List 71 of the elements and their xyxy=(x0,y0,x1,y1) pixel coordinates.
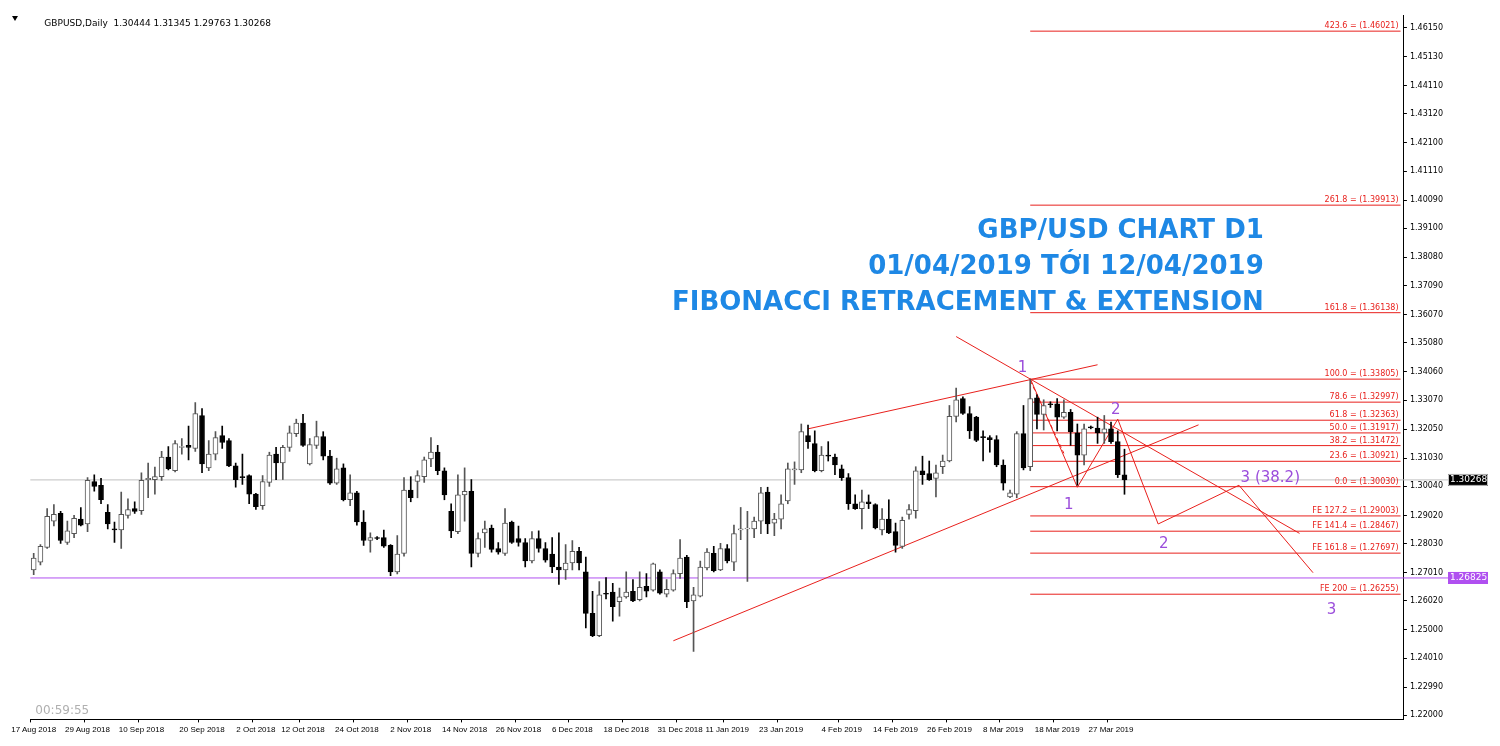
x-tick-label: 18 Mar 2019 xyxy=(1034,725,1081,735)
y-tick-label: 1.42100 xyxy=(1409,137,1444,147)
series-label: 61.8 = (1.32363) xyxy=(1329,410,1399,420)
annotation: GBPUSD,Daily 1.30444 1.31345 1.29763 1.30268 xyxy=(44,17,272,28)
series-label: FE 200 = (1.26255) xyxy=(1319,584,1399,594)
y-tick-label: 1.30040 xyxy=(1409,481,1444,491)
series-label: FE 127.2 = (1.29003) xyxy=(1312,506,1399,515)
y-tick-label: 1.35080 xyxy=(1409,337,1444,347)
x-tick-label: 2 Oct 2018 xyxy=(236,725,276,735)
annotation: 2 xyxy=(1159,534,1169,553)
x-tick-label: 31 Dec 2018 xyxy=(657,725,704,735)
annotation: 1 xyxy=(1017,358,1028,377)
series-label: FE 161.8 = (1.27697) xyxy=(1312,543,1399,553)
y-tick-label: 1.39100 xyxy=(1409,223,1444,233)
series-label: 0.0 = (1.30030) xyxy=(1334,476,1399,486)
ref-line-label: 1.30268 xyxy=(1450,474,1488,485)
annotation: 2 xyxy=(1111,400,1121,419)
y-tick-label: 1.43120 xyxy=(1409,108,1444,118)
y-tick-label: 1.24010 xyxy=(1409,653,1444,663)
x-tick-label: 27 Mar 2019 xyxy=(1088,725,1135,735)
series-label: 38.2 = (1.31472) xyxy=(1329,435,1399,445)
text: GBP/USD CHART D1 01/04/2019 TỚI 12/04/2019 FIBONACCI RETRACEMENT & EXTENSION xyxy=(671,213,1264,316)
x-tick-label: 24 Oct 2018 xyxy=(335,725,380,735)
x-tick-label: 14 Nov 2018 xyxy=(441,725,488,735)
y-tick-label: 1.40090 xyxy=(1409,195,1444,205)
series-label: 100.0 = (1.33805) xyxy=(1324,369,1399,379)
x-tick-label: 18 Dec 2018 xyxy=(603,725,650,735)
y-tick-label: 1.31030 xyxy=(1409,453,1444,463)
y-tick-label: 1.41110 xyxy=(1409,166,1444,176)
series-label: FE 141.4 = (1.28467) xyxy=(1312,521,1399,531)
x-tick-label: 6 Dec 2018 xyxy=(551,725,594,735)
y-tick-label: 1.29020 xyxy=(1409,510,1444,520)
y-tick-label: 1.22000 xyxy=(1409,710,1444,720)
x-tick-label: 11 Jan 2019 xyxy=(705,725,750,735)
y-tick-label: 1.25000 xyxy=(1409,625,1444,635)
x-tick-label: 8 Mar 2019 xyxy=(983,725,1025,735)
series-label: 50.0 = (1.31917) xyxy=(1329,423,1399,432)
y-tick-label: 1.44110 xyxy=(1409,80,1444,90)
annotation: 3 (38.2) xyxy=(1240,468,1300,487)
series-label: 423.6 = (1.46021) xyxy=(1324,21,1399,31)
series-label: 161.8 = (1.36138) xyxy=(1324,302,1399,312)
annotation: 1 xyxy=(1063,494,1074,513)
x-tick-label: 12 Oct 2018 xyxy=(281,725,326,735)
y-tick-label: 1.33070 xyxy=(1409,395,1444,405)
series-label: 78.6 = (1.32997) xyxy=(1329,392,1399,402)
y-tick-label: 1.36070 xyxy=(1409,309,1444,319)
y-tick-label: 1.27010 xyxy=(1409,567,1444,577)
y-tick-label: 1.37090 xyxy=(1409,280,1444,290)
y-tick-label: 1.34060 xyxy=(1409,366,1444,376)
x-tick-label: 26 Feb 2019 xyxy=(926,725,973,735)
annotation: 00:59:55 xyxy=(35,702,90,717)
y-tick-label: 1.38080 xyxy=(1409,252,1444,262)
x-tick-label: 20 Sep 2018 xyxy=(179,725,226,735)
x-tick-label: 26 Nov 2018 xyxy=(495,725,542,735)
y-tick-label: 1.32050 xyxy=(1409,424,1444,434)
y-tick-label: 1.28030 xyxy=(1409,538,1444,548)
x-tick-label: 14 Feb 2019 xyxy=(873,725,919,735)
x-tick-label: 10 Sep 2018 xyxy=(118,725,165,735)
ref-line-label: 1.26825 xyxy=(1450,572,1488,583)
annotation: 3 xyxy=(1326,600,1337,619)
y-tick-label: 1.45130 xyxy=(1409,51,1444,61)
x-tick-label: 29 Aug 2018 xyxy=(65,725,111,735)
y-tick-label: 1.22990 xyxy=(1409,682,1444,692)
y-tick-label: 1.26020 xyxy=(1409,595,1444,605)
x-tick-label: 4 Feb 2019 xyxy=(821,725,863,735)
series-label: 261.8 = (1.39913) xyxy=(1324,195,1399,205)
x-tick-label: 2 Nov 2018 xyxy=(390,725,432,735)
series-label: 23.6 = (1.30921) xyxy=(1329,451,1399,461)
x-tick-label: 23 Jan 2019 xyxy=(759,725,804,735)
x-tick-label: 17 Aug 2018 xyxy=(11,725,57,735)
y-tick-label: 1.46150 xyxy=(1409,22,1444,32)
